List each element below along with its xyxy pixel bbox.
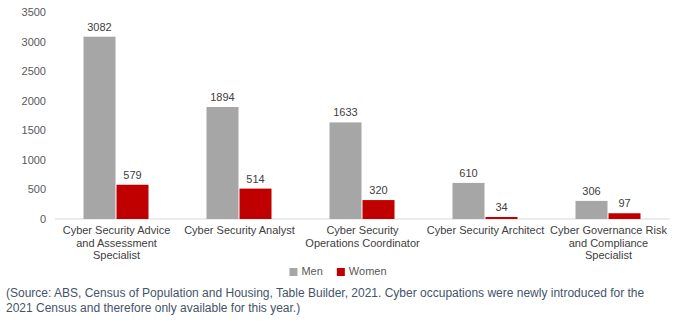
x-tick-label-line: Operations Coordinator [305,237,420,249]
legend-swatch [289,268,297,276]
legend: Men Women [289,265,386,277]
y-tick-label: 1500 [22,124,46,136]
bar [240,189,272,219]
y-tick-label: 3500 [22,6,46,18]
data-label: 1894 [210,91,234,103]
x-tick-label: Cyber SecurityOperations Coordinator [305,224,420,249]
bar [117,185,149,219]
legend-label: Men [301,265,322,277]
bar [84,37,116,219]
bar [453,183,485,219]
x-tick-label-line: Specialist [93,249,140,261]
data-label: 3082 [87,21,111,33]
bar [330,122,362,219]
x-tick-label-line: Cyber Security Architect [427,224,544,236]
x-tick-label-line: and Compliance [569,237,649,249]
source-note-line: 2021 Census and therefore only available… [6,301,300,315]
data-label: 97 [618,197,630,209]
x-tick-label: Cyber Security Architect [427,224,544,236]
bar [207,107,239,219]
bar [609,213,641,219]
bar [486,217,518,219]
data-label: 320 [369,184,387,196]
data-label: 579 [123,169,141,181]
data-labels: 3082 1894 1633 610 306 579 514 320 34 97 [87,21,630,213]
bar [576,201,608,219]
bars [84,37,641,219]
data-label: 610 [459,167,477,179]
data-label: 306 [582,185,600,197]
x-tick-label-line: Specialist [585,249,632,261]
y-tick-label: 2500 [22,65,46,77]
data-label: 34 [495,201,507,213]
x-tick-label-line: Cyber Security Advice [63,224,171,236]
x-tick-label-line: Cyber Governance Risk [550,224,667,236]
legend-label: Women [349,265,387,277]
y-tick-label: 0 [40,213,46,225]
data-label: 514 [246,173,264,185]
y-tick-label: 500 [28,183,46,195]
x-tick-label-line: and Assessment [76,237,157,249]
source-note-line: (Source: ABS, Census of Population and H… [6,286,644,300]
y-tick-label: 2000 [22,95,46,107]
x-tick-label: Cyber Security Adviceand AssessmentSpeci… [63,224,171,261]
y-tick-label: 1000 [22,154,46,166]
source-note: (Source: ABS, Census of Population and H… [6,286,644,315]
chart: 0 500 1000 1500 2000 2500 3000 3500 3082 1894 1633… [0,0,676,331]
data-label: 1633 [333,106,357,118]
x-tick-label: Cyber Governance Riskand ComplianceSpeci… [550,224,667,261]
y-tick-label: 3000 [22,36,46,48]
x-tick-label-line: Cyber Security Analyst [184,224,295,236]
x-tick-label-line: Cyber Security [326,224,399,236]
legend-swatch [337,268,345,276]
bar [363,200,395,219]
x-tick-label: Cyber Security Analyst [184,224,295,236]
